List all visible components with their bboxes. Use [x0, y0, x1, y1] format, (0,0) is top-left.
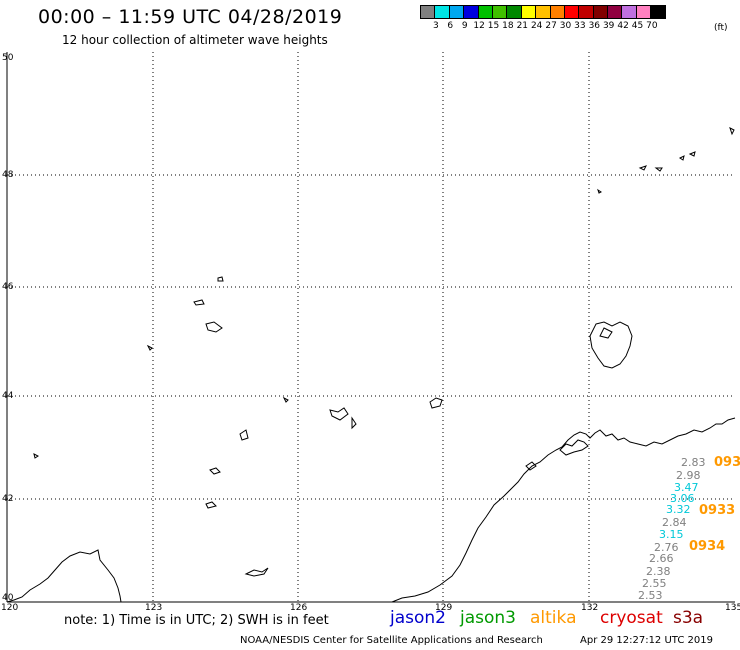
lat-lon-grid	[7, 52, 735, 602]
wave-height-value: 2.55	[642, 577, 667, 590]
pass-label: 0934	[689, 539, 726, 554]
footer-note: note: 1) Time is in UTC; 2) SWH is in fe…	[64, 613, 329, 628]
satellite-altika: altika	[530, 608, 577, 628]
satellite-jason2: jason2	[390, 608, 446, 628]
legend-swatches	[420, 5, 666, 19]
coastline	[6, 127, 736, 603]
satellite-cryosat: cryosat	[600, 608, 663, 628]
lat-label: 48	[2, 170, 14, 180]
wave-height-value: 3.32	[666, 503, 691, 516]
lat-label: 42	[2, 494, 14, 504]
color-legend: 3 6 9 12 15 18 21 24 27 30 33 36 39 42 45 70	[420, 5, 666, 31]
wave-height-value: 3.47	[674, 481, 699, 494]
legend-label: 45	[631, 21, 644, 31]
legend-label: 42	[617, 21, 629, 31]
credit-line: NOAA/NESDIS Center for Satellite Applica…	[240, 635, 543, 646]
pass-label: 0933	[699, 503, 736, 518]
legend-label: 33	[574, 21, 586, 31]
legend-unit: (ft)	[714, 23, 728, 33]
lon-label: 135	[725, 603, 740, 613]
wave-height-value: 2.76	[654, 541, 679, 554]
legend-swatch	[650, 5, 666, 19]
legend-label: 6	[447, 21, 454, 31]
wave-height-value: 2.84	[662, 516, 687, 529]
legend-label: 36	[588, 21, 601, 31]
legend-label: 21	[516, 21, 529, 31]
satellite-s3a: s3a	[673, 608, 704, 628]
lon-label: 129	[435, 603, 453, 613]
lat-label: 46	[2, 282, 14, 292]
lon-label: 126	[290, 603, 308, 613]
wave-height-value: 2.98	[676, 469, 701, 482]
wave-height-value: 2.66	[649, 552, 674, 565]
pass-label: 093	[714, 455, 740, 470]
wave-height-value: 2.53	[638, 589, 663, 602]
legend-labels: 3 6 9 12 15 18 21 24 27 30 33 36 39 42 45 70	[421, 19, 666, 31]
legend-label: 70	[646, 21, 658, 31]
wave-height-value: 3.15	[659, 528, 684, 541]
lat-label: 50	[2, 53, 14, 63]
lat-label: 40	[2, 593, 14, 603]
map-title: 00:00 – 11:59 UTC 04/28/2019	[38, 6, 343, 28]
legend-label: 27	[545, 21, 557, 31]
satellite-jason3: jason3	[460, 608, 516, 628]
generated-timestamp: Apr 29 12:27:12 UTC 2019	[580, 635, 713, 646]
legend-label: 12	[473, 21, 485, 31]
lon-label: 120	[1, 603, 19, 613]
map-subtitle: 12 hour collection of altimeter wave hei…	[62, 33, 328, 47]
lon-label: 132	[581, 603, 599, 613]
legend-label: 39	[602, 21, 615, 31]
wave-height-value: 2.83	[681, 456, 706, 469]
wave-height-value: 3.06	[670, 492, 695, 505]
legend-label: 3	[433, 21, 439, 31]
lat-label: 44	[2, 391, 14, 401]
legend-label: 24	[530, 21, 543, 31]
legend-label: 18	[502, 21, 514, 31]
legend-label: 9	[461, 21, 468, 31]
wave-height-value: 2.38	[646, 565, 671, 578]
legend-label: 15	[487, 21, 500, 31]
legend-label: 30	[559, 21, 572, 31]
lon-label: 123	[145, 603, 163, 613]
